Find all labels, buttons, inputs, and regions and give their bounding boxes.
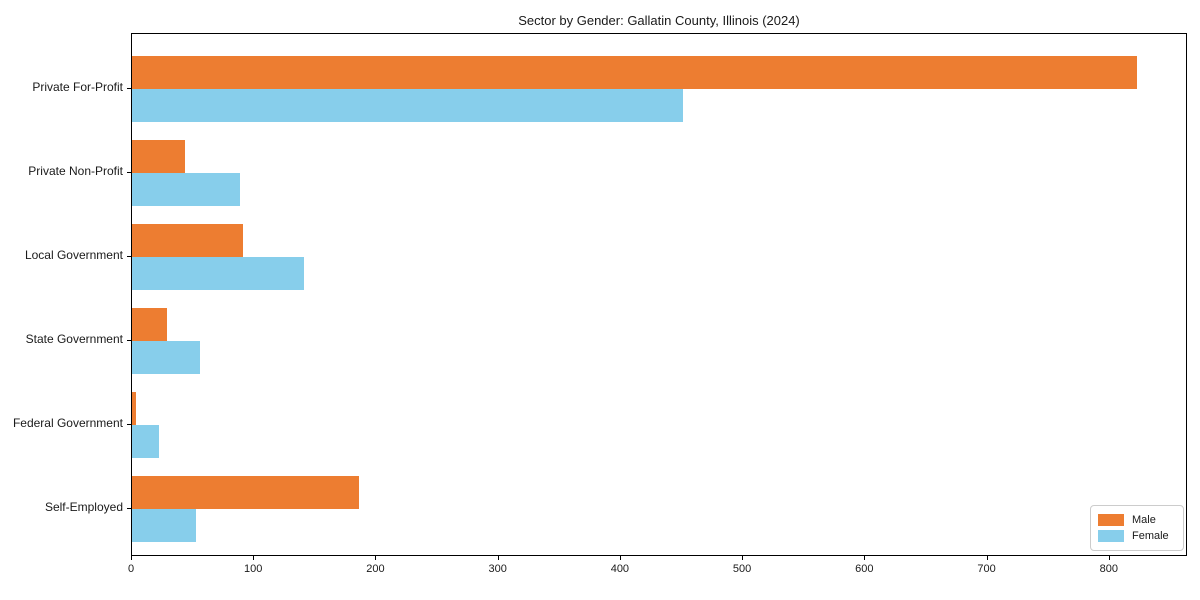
x-tick-mark <box>375 556 377 560</box>
y-tick-mark <box>127 508 131 509</box>
bar-male-5 <box>132 476 360 509</box>
x-tick-mark <box>864 556 866 560</box>
x-tick-label: 0 <box>127 563 135 575</box>
y-tick-mark <box>127 340 131 341</box>
y-tick-label: Private For-Profit <box>32 80 123 94</box>
x-tick-mark <box>986 556 988 560</box>
x-tick-label: 800 <box>1099 563 1118 575</box>
legend-entry-male: Male <box>1098 514 1176 526</box>
bar-female-4 <box>132 425 159 458</box>
bar-female-1 <box>132 173 240 206</box>
bar-male-0 <box>132 56 1137 89</box>
x-tick-label: 100 <box>244 563 263 575</box>
bar-female-0 <box>132 89 684 122</box>
x-tick-mark <box>1108 556 1110 560</box>
y-tick-mark <box>127 88 131 89</box>
plot-area <box>131 33 1187 556</box>
x-tick-label: 200 <box>366 563 385 575</box>
bar-male-1 <box>132 140 185 173</box>
legend: Male Female <box>1090 505 1184 551</box>
male-series-swatch <box>1098 514 1124 526</box>
chart-title: Sector by Gender: Gallatin County, Illin… <box>518 13 800 28</box>
female-series-swatch <box>1098 530 1124 542</box>
bar-female-5 <box>132 509 196 542</box>
y-tick-label: Federal Government <box>12 416 123 430</box>
bar-female-3 <box>132 341 201 374</box>
bar-female-2 <box>132 257 305 290</box>
x-tick-label: 400 <box>610 563 630 575</box>
y-tick-label: Local Government <box>24 248 123 262</box>
x-tick-mark <box>253 556 255 560</box>
legend-label-male: Male <box>1132 513 1156 526</box>
legend-label-female: Female <box>1132 529 1169 542</box>
y-tick-mark <box>127 172 131 173</box>
y-tick-label: State Government <box>25 332 123 346</box>
x-tick-mark <box>619 556 621 560</box>
bar-male-4 <box>132 392 136 425</box>
y-tick-mark <box>127 424 131 425</box>
y-tick-label: Self-Employed <box>44 500 123 514</box>
bar-male-2 <box>132 224 244 257</box>
y-tick-mark <box>127 256 131 257</box>
x-tick-label: 300 <box>488 563 507 575</box>
legend-entry-female: Female <box>1098 530 1176 542</box>
x-tick-label: 700 <box>977 563 996 575</box>
x-tick-mark <box>497 556 499 560</box>
x-tick-mark <box>131 556 132 560</box>
x-tick-label: 600 <box>855 563 874 575</box>
x-tick-label: 500 <box>732 563 752 575</box>
bar-male-3 <box>132 308 168 341</box>
x-tick-mark <box>742 556 744 560</box>
y-tick-label: Private Non-Profit <box>28 164 123 178</box>
